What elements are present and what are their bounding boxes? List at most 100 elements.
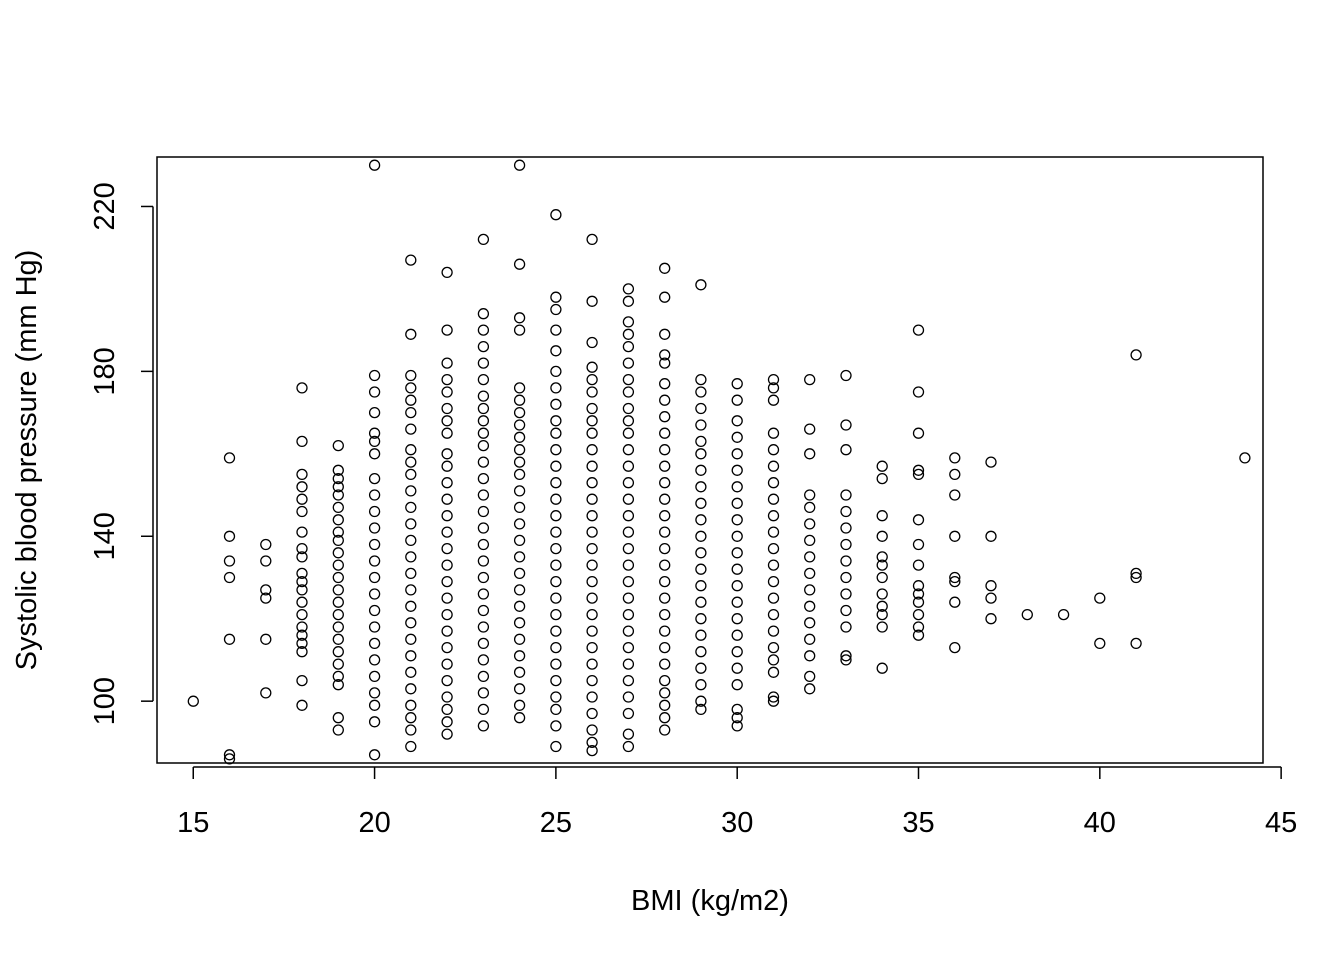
data-point: [659, 477, 671, 489]
data-point: [332, 481, 344, 493]
data-point: [695, 530, 707, 542]
data-point: [731, 646, 743, 658]
data-point: [368, 749, 381, 761]
data-point: [731, 378, 743, 390]
data-point: [804, 584, 816, 596]
data-point: [332, 501, 344, 514]
data-point: [586, 233, 598, 246]
data-point: [405, 666, 417, 678]
data-point: [550, 209, 562, 221]
x-tick-label: 40: [1084, 807, 1116, 839]
data-point: [405, 724, 417, 736]
data-point: [1094, 592, 1106, 604]
data-point: [477, 720, 490, 732]
data-point: [985, 580, 997, 592]
data-point: [332, 489, 344, 501]
data-point: [368, 472, 381, 485]
data-point: [622, 510, 635, 522]
data-point: [405, 650, 417, 662]
y-tick-label: 100: [89, 677, 121, 725]
data-point: [260, 633, 272, 645]
data-point: [731, 563, 743, 575]
data-point: [659, 712, 671, 724]
data-point: [695, 497, 707, 509]
data-point: [586, 674, 598, 687]
data-point: [441, 691, 453, 703]
data-point: [187, 695, 199, 707]
data-point: [695, 448, 707, 460]
data-point: [731, 596, 743, 608]
data-point: [586, 510, 598, 522]
data-point: [622, 427, 635, 439]
data-point: [949, 452, 961, 464]
data-point: [659, 493, 671, 505]
data-point: [876, 608, 888, 621]
data-point: [912, 514, 925, 526]
data-point: [513, 617, 526, 629]
data-point: [405, 551, 417, 563]
data-point: [260, 538, 272, 551]
data-point: [441, 526, 453, 538]
data-point: [622, 340, 635, 353]
data-point: [731, 448, 743, 460]
data-point: [513, 699, 526, 711]
data-point: [368, 555, 381, 567]
data-point: [477, 439, 490, 452]
data-point: [659, 378, 671, 390]
data-point: [441, 641, 453, 654]
data-point: [332, 571, 344, 584]
data-point: [804, 617, 816, 629]
data-point: [586, 415, 598, 427]
data-point: [622, 493, 635, 505]
data-point: [368, 687, 381, 699]
data-point: [441, 357, 453, 369]
data-point: [659, 674, 671, 687]
data-point: [260, 584, 272, 596]
data-point: [296, 551, 308, 563]
data-point: [659, 575, 671, 588]
data-point: [695, 435, 707, 448]
data-point: [622, 658, 635, 670]
data-point: [441, 728, 453, 740]
data-point: [767, 493, 780, 505]
data-point: [477, 522, 490, 534]
data-point: [912, 596, 925, 608]
data-point: [695, 419, 707, 431]
data-point: [586, 658, 598, 670]
data-point: [477, 637, 490, 650]
data-point: [332, 658, 344, 670]
x-axis-title: BMI (kg/m2): [631, 885, 789, 917]
data-point: [441, 625, 453, 637]
data-point: [876, 600, 888, 612]
data-point: [731, 464, 743, 476]
x-tick-label: 35: [902, 807, 934, 839]
y-axis-title: Systolic blood pressure (mm Hg): [11, 250, 43, 671]
data-point: [296, 435, 308, 448]
data-point: [949, 641, 961, 654]
data-point: [767, 691, 780, 703]
data-point: [477, 390, 490, 402]
data-point: [550, 542, 562, 555]
data-point: [368, 637, 381, 650]
data-point: [441, 559, 453, 571]
data-point: [695, 662, 707, 674]
x-tick-label: 20: [358, 807, 390, 839]
data-point: [513, 600, 526, 612]
data-point: [405, 468, 417, 481]
data-point: [840, 489, 852, 501]
data-point: [477, 373, 490, 386]
data-point: [767, 695, 780, 707]
data-point: [731, 720, 743, 732]
data-point: [296, 646, 308, 658]
data-point: [586, 361, 598, 373]
data-point: [659, 687, 671, 699]
data-point: [1094, 637, 1106, 650]
data-point: [804, 518, 816, 530]
data-point: [477, 604, 490, 617]
data-point: [405, 382, 417, 394]
data-point: [767, 608, 780, 621]
data-point: [876, 510, 888, 522]
data-point: [260, 592, 272, 604]
data-point: [513, 666, 526, 678]
